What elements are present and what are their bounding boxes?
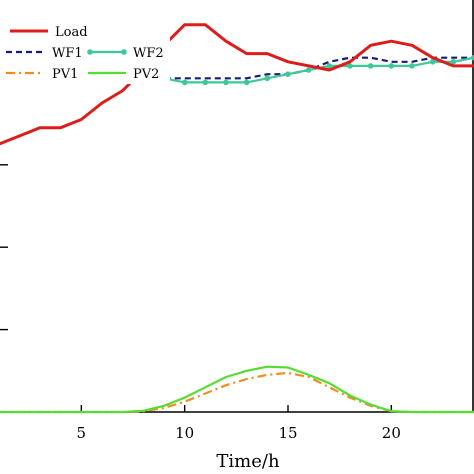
series-point-wf2 bbox=[347, 63, 353, 69]
x-tick-label: 10 bbox=[175, 424, 194, 442]
series-point-wf2 bbox=[429, 59, 436, 65]
series-point-wf2 bbox=[450, 59, 457, 65]
legend-label-wf2: WF2 bbox=[133, 46, 164, 61]
x-axis-label: Time/h bbox=[216, 451, 280, 472]
legend-marker bbox=[87, 49, 93, 55]
series-line-pv2 bbox=[0, 365, 474, 414]
x-tick-label: 20 bbox=[382, 424, 401, 442]
legend-label-pv2: PV2 bbox=[133, 67, 159, 82]
series-point-wf2 bbox=[305, 67, 312, 73]
legend-marker bbox=[121, 49, 127, 55]
y-ticks bbox=[0, 81, 8, 331]
legend-label-load: Load bbox=[55, 25, 88, 40]
series-line-load bbox=[0, 23, 474, 146]
legend-background bbox=[0, 0, 170, 84]
series-line-pv1 bbox=[0, 371, 474, 414]
series-point-wf2 bbox=[367, 63, 374, 69]
series-point-wf2 bbox=[223, 79, 229, 86]
legend-label-pv1: PV1 bbox=[52, 67, 78, 82]
series-point-wf2 bbox=[181, 79, 188, 86]
series-point-wf2 bbox=[243, 79, 250, 86]
series-point-wf2 bbox=[202, 79, 209, 86]
x-tick-label: 5 bbox=[77, 424, 87, 442]
series-point-wf2 bbox=[471, 54, 474, 61]
series-point-wf2 bbox=[264, 75, 271, 82]
x-ticks: 5 10 15 20 bbox=[77, 405, 401, 442]
series-point-wf2 bbox=[285, 71, 291, 77]
series-point-wf2 bbox=[409, 63, 415, 69]
legend-label-wf1: WF1 bbox=[52, 46, 83, 61]
x-tick-label: 15 bbox=[278, 424, 297, 442]
series-point-wf2 bbox=[326, 63, 333, 69]
legend: Load WF1 WF2 PV1 PV2 bbox=[0, 0, 170, 84]
series-point-wf2 bbox=[388, 63, 395, 69]
